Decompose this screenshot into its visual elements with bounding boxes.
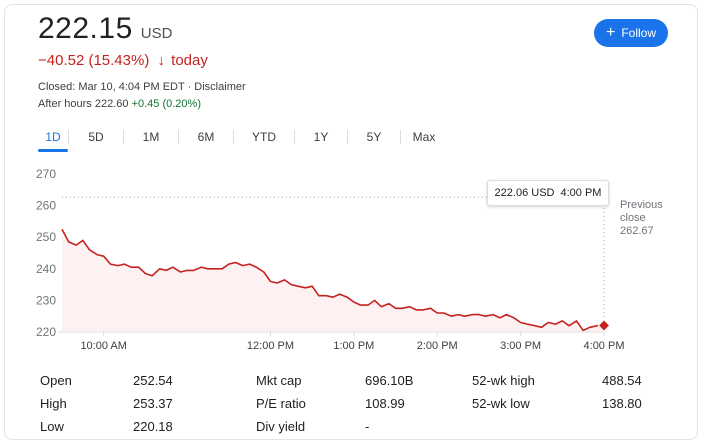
- stat-value: 253.37: [133, 396, 173, 411]
- x-tick-label: 10:00 AM: [80, 340, 126, 352]
- x-tick-label: 12:00 PM: [247, 340, 294, 352]
- stat-label: High: [40, 396, 67, 411]
- tooltip-value: 222.06 USD: [494, 187, 555, 199]
- x-tick-label: 2:00 PM: [417, 340, 458, 352]
- price-change: −40.52 (15.43%) ↓ today: [38, 52, 208, 69]
- range-tabs: 1D 5D 1M 6M YTD 1Y 5Y Max: [38, 126, 447, 152]
- tab-separator: [294, 130, 295, 144]
- after-hours-info: After hours 222.60 +0.45 (0.20%): [38, 98, 201, 110]
- stat-label: P/E ratio: [256, 396, 306, 411]
- stat-label: Div yield: [256, 419, 306, 434]
- change-value: −40.52 (15.43%): [38, 52, 150, 69]
- tooltip-time: 4:00 PM: [560, 187, 602, 199]
- tab-max[interactable]: Max: [412, 130, 436, 144]
- closed-info[interactable]: Closed: Mar 10, 4:04 PM EDT · Disclaimer: [38, 81, 246, 93]
- x-tick-label: 3:00 PM: [500, 340, 541, 352]
- tab-separator: [68, 130, 69, 144]
- series-line: [61, 228, 605, 332]
- y-tick-label: 240: [36, 262, 56, 276]
- highlight-point: [597, 319, 611, 332]
- change-period: today: [171, 52, 208, 69]
- stock-quote-card: [4, 4, 698, 440]
- follow-label: Follow: [621, 26, 657, 40]
- arrow-down-icon: ↓: [157, 52, 166, 69]
- stat-value: 138.80: [602, 396, 642, 411]
- tab-1y[interactable]: 1Y: [313, 130, 329, 144]
- x-tick-label: 1:00 PM: [333, 340, 374, 352]
- tab-separator: [233, 130, 234, 144]
- tab-5d[interactable]: 5D: [88, 130, 104, 144]
- y-tick-label: 260: [36, 199, 56, 213]
- stat-label: Mkt cap: [256, 373, 302, 388]
- previous-close-label: Previous close 262.67: [620, 199, 663, 238]
- stat-label: 52-wk high: [472, 373, 535, 388]
- price-chart[interactable]: 270 260 250 240 230 220 10:00 AM 12:00 PM 1:00 P…: [0, 160, 704, 360]
- previous-close-value: 262.67: [620, 225, 654, 237]
- stat-label: Low: [40, 419, 64, 434]
- current-price: 222.15: [38, 12, 133, 45]
- tab-1d[interactable]: 1D: [38, 126, 68, 152]
- stat-label: Open: [40, 373, 72, 388]
- tab-6m[interactable]: 6M: [197, 130, 215, 144]
- stat-value: 108.99: [365, 396, 405, 411]
- y-tick-label: 250: [36, 230, 56, 244]
- follow-button[interactable]: + Follow: [594, 19, 668, 47]
- series-area: [62, 229, 604, 332]
- previous-close-line2: close: [620, 212, 646, 224]
- tab-separator: [178, 130, 179, 144]
- plus-icon: +: [605, 24, 616, 41]
- previous-close-line1: Previous: [620, 199, 663, 211]
- tab-ytd[interactable]: YTD: [252, 130, 276, 144]
- stat-value: 696.10B: [365, 373, 414, 388]
- tab-separator: [400, 130, 401, 144]
- tab-1m[interactable]: 1M: [142, 130, 160, 144]
- y-tick-label: 270: [36, 167, 56, 181]
- stat-label: 52-wk low: [472, 396, 530, 411]
- tab-5y[interactable]: 5Y: [366, 130, 382, 144]
- currency-label: USD: [140, 25, 173, 42]
- x-tick-label: 4:00 PM: [584, 340, 625, 352]
- stat-value: 220.18: [133, 419, 173, 434]
- after-hours-label: After hours 222.60: [38, 98, 129, 110]
- after-hours-change: +0.45 (0.20%): [131, 98, 201, 110]
- y-tick-label: 230: [36, 293, 56, 307]
- stat-value: -: [365, 419, 370, 434]
- y-tick-label: 220: [36, 325, 56, 339]
- stat-value: 252.54: [133, 373, 173, 388]
- stat-value: 488.54: [602, 373, 642, 388]
- tab-separator: [123, 130, 124, 144]
- tab-separator: [347, 130, 348, 144]
- price-header: 222.15 USD: [38, 12, 172, 46]
- chart-tooltip: 222.06 USD 4:00 PM: [487, 180, 609, 206]
